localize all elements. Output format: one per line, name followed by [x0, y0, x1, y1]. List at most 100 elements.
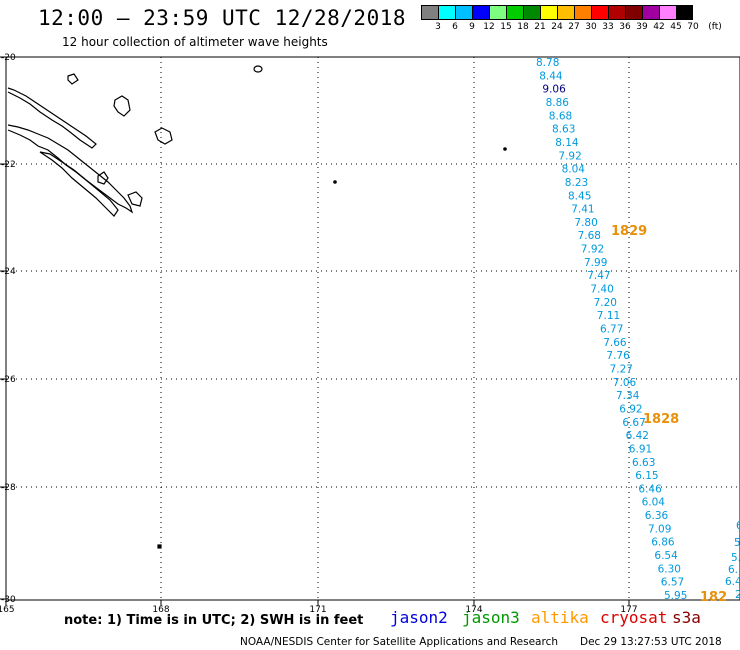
colorbar-label: 9	[469, 22, 475, 32]
colorbar-labels: 3 6 9 12 15 18 21 24 27 30 33 36 39 42 45 70 (ft)	[421, 22, 740, 34]
colorbar-label: 3	[435, 22, 441, 32]
colorbar-swatch	[608, 5, 625, 20]
map-grid	[6, 57, 740, 600]
colorbar-label: 15	[500, 22, 512, 32]
wave-height-value: 6.54	[654, 550, 678, 562]
colorbar-label: 70	[687, 22, 699, 32]
wave-height-value: 8.45	[568, 190, 591, 202]
wave-height-value: 7.66	[603, 337, 627, 349]
colorbar-swatch	[455, 5, 472, 20]
lon-label: 165	[0, 605, 15, 615]
wave-height-value: 7.27	[610, 363, 633, 375]
wave-height-value: 7.92	[558, 150, 581, 162]
colorbar-label: 18	[517, 22, 529, 32]
colorbar-swatch	[421, 5, 438, 20]
colorbar-unit: (ft)	[708, 22, 722, 32]
wave-height-value: 8.68	[549, 110, 572, 122]
colorbar-swatch	[574, 5, 591, 20]
legend-cryosat: cryosat	[600, 608, 668, 627]
colorbar-swatch	[642, 5, 659, 20]
colorbar-swatch	[438, 5, 455, 20]
colorbar-label: 24	[551, 22, 563, 32]
generated-timestamp: Dec 29 13:27:53 UTC 2018	[580, 636, 722, 648]
colorbar-swatch	[676, 5, 693, 20]
wave-height-value: 6.77	[600, 324, 623, 336]
pass-time-label: 1828	[643, 412, 679, 427]
pass-time-labels: 1829 1828 182	[611, 224, 727, 605]
reef-north	[7, 87, 97, 149]
lon-label: 174	[465, 605, 482, 615]
legend-jason2: jason2	[390, 608, 448, 627]
wave-height-value: 7.20	[594, 297, 617, 309]
wave-height-value: 6.92	[619, 403, 642, 415]
credit-text: NOAA/NESDIS Center for Satellite Applica…	[240, 636, 558, 648]
wave-height-value: 7.11	[597, 310, 620, 322]
lat-label: -30	[1, 595, 16, 605]
colorbar-label: 33	[602, 22, 614, 32]
lat-label: -22	[1, 160, 16, 170]
colorbar-swatch	[506, 5, 523, 20]
altimeter-track-partial: 6 5 5.6.6.42	[725, 520, 740, 601]
map-title: 12:00 – 23:59 UTC 12/28/2018	[38, 6, 407, 30]
wave-height-value: 6.46	[638, 483, 662, 495]
wave-height-value: 6.04	[642, 497, 666, 509]
wave-height-value: 5.95	[664, 590, 687, 602]
chesterfield-islet	[253, 65, 263, 73]
lat-label: -26	[1, 375, 16, 385]
colorbar-swatch	[557, 5, 574, 20]
wave-height-value: 7.92	[581, 244, 604, 256]
wave-height-value: 6.	[728, 564, 738, 576]
matthew-islet	[333, 180, 337, 184]
wave-height-value: 6.57	[661, 577, 684, 589]
wave-height-value: 7.80	[574, 217, 597, 229]
wave-height-value: 6	[736, 520, 740, 532]
wave-height-value: 6.42	[626, 430, 649, 442]
pass-time-label: 182	[700, 590, 727, 605]
colorbar-swatch	[472, 5, 489, 20]
colorbar-label: 42	[653, 22, 665, 32]
lon-label: 171	[309, 605, 326, 615]
wave-height-value: 6.36	[645, 510, 669, 522]
wave-height-value: 5	[734, 537, 740, 549]
colorbar-swatch	[540, 5, 557, 20]
isle-of-pines	[97, 171, 109, 185]
wave-height-value: 7.68	[578, 230, 601, 242]
belep-islands	[67, 73, 79, 85]
footer-note: note: 1) Time is in UTC; 2) SWH is in fe…	[64, 613, 364, 628]
wave-height-value: 9.06	[542, 84, 566, 96]
wave-height-value: 7.76	[606, 350, 630, 362]
colorbar-label: 12	[483, 22, 495, 32]
coastlines	[7, 65, 507, 549]
colorbar-swatch	[523, 5, 540, 20]
small-islet	[157, 544, 162, 549]
wave-height-value: 7.99	[584, 257, 607, 269]
lat-label: -20	[1, 53, 16, 63]
wave-height-value: 6.63	[632, 457, 655, 469]
axis-ticks	[0, 56, 630, 606]
wave-height-value: 7.41	[571, 204, 594, 216]
loyalty-lifou	[154, 127, 173, 145]
lon-label: 168	[152, 605, 169, 615]
wave-height-value: 7.47	[587, 270, 610, 282]
hunter-islet	[503, 147, 507, 151]
new-caledonia-coast	[7, 124, 134, 214]
wave-height-value: 6.91	[629, 443, 652, 455]
lat-label: -24	[1, 267, 16, 277]
loyalty-ouvea	[113, 95, 131, 117]
wave-height-value: 8.04	[562, 164, 586, 176]
wave-height-value: 8.23	[565, 177, 588, 189]
wave-height-value: 2	[735, 589, 740, 601]
colorbar-label: 45	[670, 22, 682, 32]
wave-height-value: 6.30	[658, 563, 681, 575]
colorbar-swatch	[625, 5, 642, 20]
wave-height-value: 6.67	[622, 417, 645, 429]
map-frame	[5, 56, 740, 601]
colorbar-label: 21	[534, 22, 546, 32]
loyalty-mare	[127, 191, 143, 207]
wave-height-value: 6.15	[635, 470, 658, 482]
legend-altika: altika	[531, 608, 589, 627]
new-caledonia-inner	[39, 151, 119, 217]
wave-height-value: 7.40	[590, 284, 613, 296]
wave-height-value: 8.86	[546, 97, 570, 109]
wave-height-value: 6.4	[725, 576, 740, 588]
